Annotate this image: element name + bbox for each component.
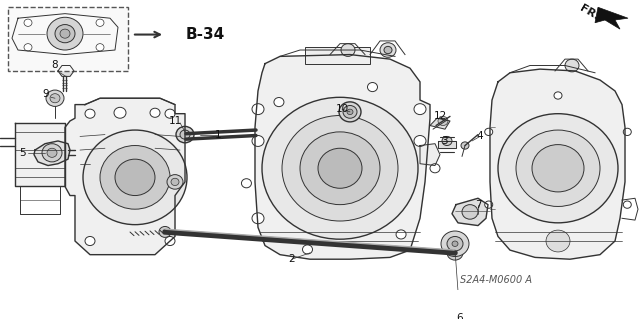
Polygon shape xyxy=(490,69,625,259)
Text: 3: 3 xyxy=(441,136,447,146)
Text: FR.: FR. xyxy=(578,3,601,22)
Circle shape xyxy=(165,109,175,118)
Polygon shape xyxy=(595,7,628,29)
Circle shape xyxy=(303,245,312,254)
Text: 9: 9 xyxy=(43,89,49,99)
Text: 4: 4 xyxy=(477,131,483,141)
Circle shape xyxy=(165,236,175,246)
Circle shape xyxy=(100,145,170,209)
Circle shape xyxy=(114,107,126,118)
Circle shape xyxy=(274,98,284,107)
Polygon shape xyxy=(430,118,450,129)
Bar xyxy=(8,7,128,71)
Circle shape xyxy=(171,178,179,186)
Circle shape xyxy=(252,104,264,115)
Text: 5: 5 xyxy=(19,148,26,158)
Circle shape xyxy=(462,204,478,219)
Circle shape xyxy=(262,97,418,239)
Circle shape xyxy=(367,83,378,92)
Circle shape xyxy=(85,236,95,246)
Text: 8: 8 xyxy=(52,61,58,70)
Text: 11: 11 xyxy=(168,116,182,126)
Circle shape xyxy=(484,201,493,208)
Text: 7: 7 xyxy=(475,200,481,210)
Circle shape xyxy=(380,43,396,57)
Bar xyxy=(305,47,370,64)
Circle shape xyxy=(447,246,463,260)
Circle shape xyxy=(252,136,264,146)
Circle shape xyxy=(241,179,252,188)
Circle shape xyxy=(498,114,618,223)
Circle shape xyxy=(516,130,600,206)
Circle shape xyxy=(159,226,171,237)
Polygon shape xyxy=(34,141,70,166)
Circle shape xyxy=(451,249,459,256)
Circle shape xyxy=(565,59,579,72)
Circle shape xyxy=(24,44,32,51)
Circle shape xyxy=(180,130,190,139)
Circle shape xyxy=(282,115,398,221)
Circle shape xyxy=(554,92,562,99)
Circle shape xyxy=(83,130,187,225)
Circle shape xyxy=(554,237,562,245)
Circle shape xyxy=(60,29,70,38)
Circle shape xyxy=(341,44,355,56)
Circle shape xyxy=(115,159,155,196)
Circle shape xyxy=(167,174,183,189)
Circle shape xyxy=(347,109,353,115)
Circle shape xyxy=(318,148,362,188)
Circle shape xyxy=(441,231,469,256)
Circle shape xyxy=(430,164,440,173)
Circle shape xyxy=(384,46,392,54)
Text: 2: 2 xyxy=(289,254,295,264)
Circle shape xyxy=(442,137,452,145)
Circle shape xyxy=(176,126,194,143)
Text: 1: 1 xyxy=(214,130,221,140)
Circle shape xyxy=(182,133,189,140)
Text: 6: 6 xyxy=(457,313,463,319)
Circle shape xyxy=(623,128,631,136)
Circle shape xyxy=(452,241,458,247)
Circle shape xyxy=(339,102,361,122)
Circle shape xyxy=(447,236,463,251)
Polygon shape xyxy=(15,123,65,186)
Circle shape xyxy=(300,132,380,204)
Circle shape xyxy=(96,44,104,51)
Circle shape xyxy=(532,145,584,192)
Circle shape xyxy=(252,213,264,224)
Circle shape xyxy=(461,142,469,149)
Circle shape xyxy=(150,108,160,117)
Circle shape xyxy=(42,144,62,162)
Circle shape xyxy=(414,104,426,115)
Circle shape xyxy=(47,17,83,50)
Text: 10: 10 xyxy=(335,104,349,114)
Circle shape xyxy=(396,230,406,239)
Polygon shape xyxy=(438,141,456,148)
Circle shape xyxy=(24,19,32,26)
Polygon shape xyxy=(65,98,185,255)
Polygon shape xyxy=(12,14,118,55)
Text: B-34: B-34 xyxy=(186,27,225,42)
Circle shape xyxy=(96,19,104,26)
Polygon shape xyxy=(420,144,440,166)
Polygon shape xyxy=(452,198,488,226)
Circle shape xyxy=(85,109,95,118)
Circle shape xyxy=(546,230,570,252)
Text: S2A4-M0600 A: S2A4-M0600 A xyxy=(460,275,532,285)
Circle shape xyxy=(47,148,57,157)
Circle shape xyxy=(414,136,426,146)
Circle shape xyxy=(50,94,60,103)
Circle shape xyxy=(623,201,631,208)
Polygon shape xyxy=(255,55,430,259)
Polygon shape xyxy=(58,65,74,76)
Circle shape xyxy=(55,25,75,43)
Circle shape xyxy=(438,116,448,125)
Circle shape xyxy=(484,128,493,136)
Circle shape xyxy=(46,90,64,107)
Text: 12: 12 xyxy=(433,111,447,122)
Circle shape xyxy=(343,106,357,118)
